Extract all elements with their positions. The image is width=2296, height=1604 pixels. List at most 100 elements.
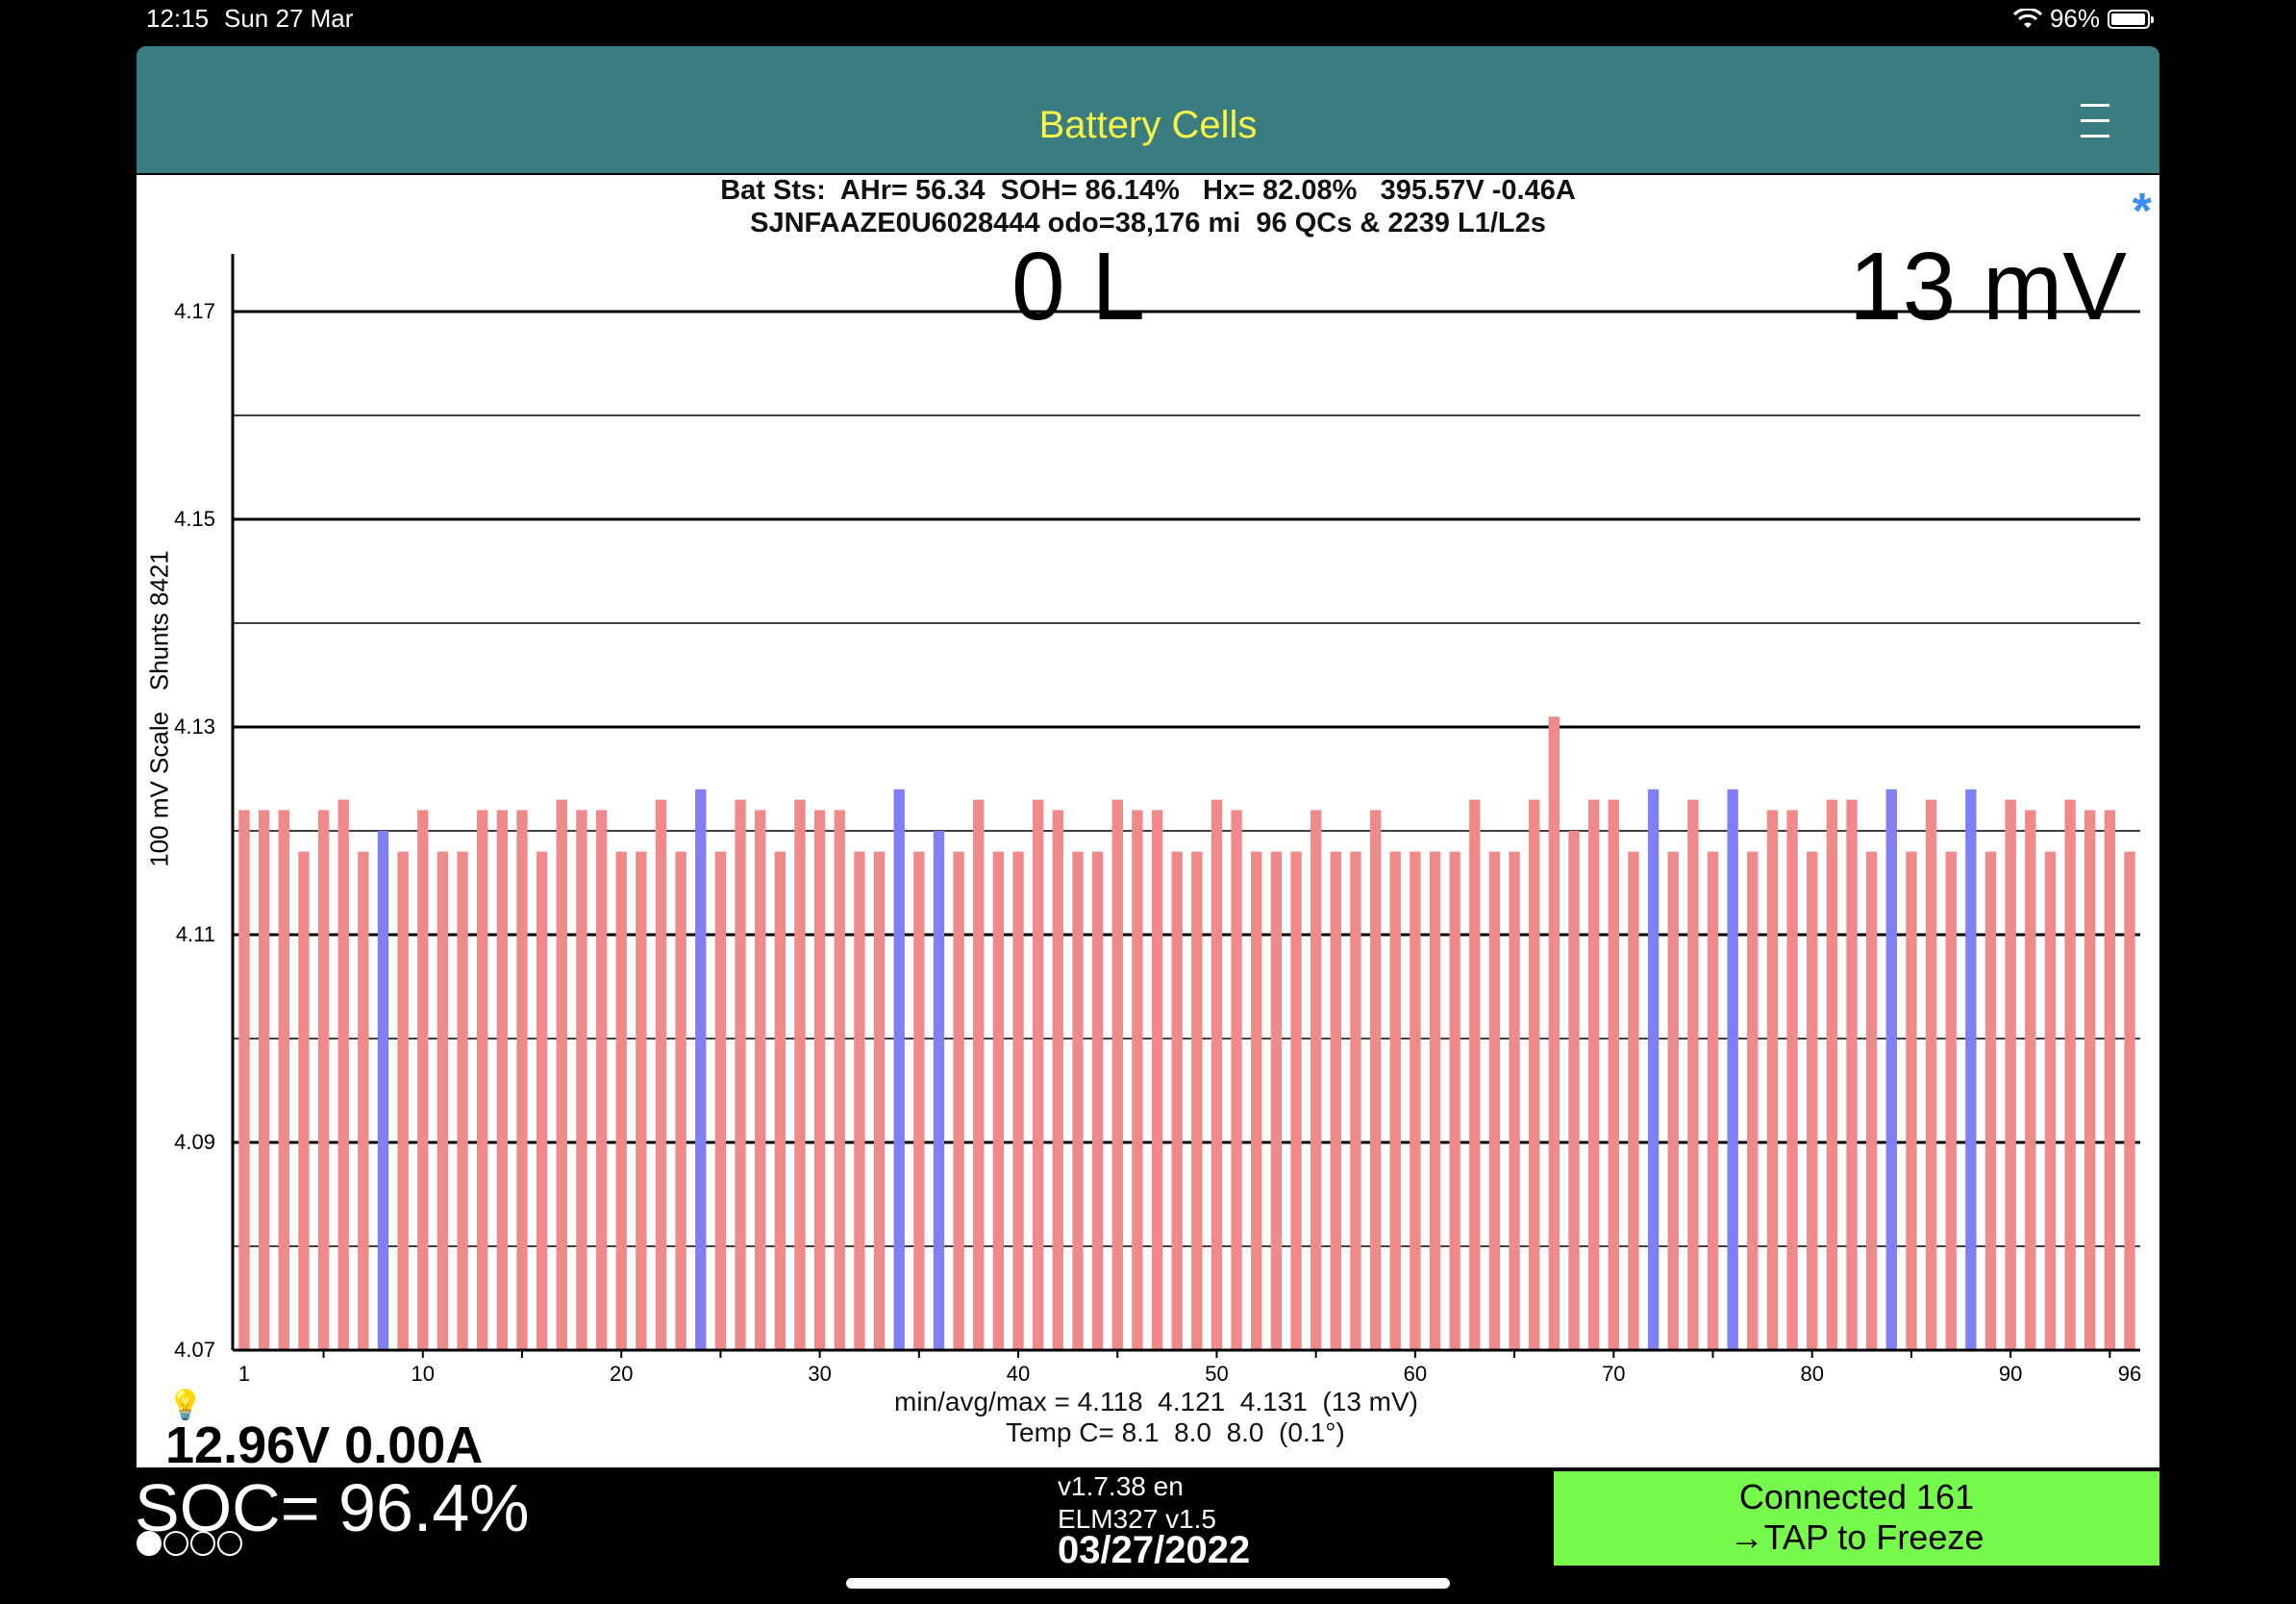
connection-freeze-button[interactable]: Connected 161 →TAP to Freeze	[1554, 1471, 2159, 1566]
vehicle-info-line: SJNFAAZE0U6028444 odo=38,176 mi 96 QCs &…	[750, 208, 1546, 238]
cell-bar	[615, 851, 627, 1350]
cell-bar	[1587, 799, 1600, 1350]
cell-bar	[1529, 799, 1540, 1350]
cell-bar	[1865, 851, 1878, 1350]
cell-bar	[735, 799, 746, 1350]
cell-bar-shunt	[1647, 789, 1660, 1350]
freeze-hint: →TAP to Freeze	[1729, 1517, 1984, 1557]
cell-bar	[1906, 851, 1917, 1350]
cell-bar	[1826, 799, 1838, 1350]
cell-bar	[1231, 810, 1242, 1350]
cell-bar	[1290, 851, 1302, 1350]
cell-bar	[1429, 851, 1441, 1350]
page-dot[interactable]	[190, 1531, 215, 1556]
cell-bar	[1747, 851, 1759, 1350]
cell-bar	[1807, 851, 1818, 1350]
cell-bar	[1072, 851, 1084, 1350]
overlay-mv-spread: 13 mV	[1848, 233, 2127, 340]
cell-bar-shunt	[377, 831, 389, 1350]
battery-percent: 96%	[2049, 4, 2100, 33]
status-right: 96%	[2012, 4, 2154, 34]
y-tick-label: 4.17	[174, 299, 215, 323]
cell-bar	[675, 851, 686, 1350]
lightbulb-icon[interactable]: 💡	[167, 1390, 204, 1421]
cell-bar	[496, 810, 509, 1350]
connection-status: Connected 161	[1738, 1477, 1975, 1516]
y-tick-label: 4.13	[174, 714, 215, 739]
cell-bar	[1151, 810, 1163, 1350]
x-tick-label: 10	[412, 1362, 435, 1386]
x-tick-label: 70	[1602, 1362, 1625, 1386]
cell-bar	[2005, 799, 2016, 1350]
cell-bar	[1210, 799, 1223, 1350]
cell-bar	[238, 810, 250, 1350]
page-dot[interactable]	[217, 1531, 242, 1556]
cell-bar	[813, 810, 826, 1350]
cell-bar	[1310, 810, 1322, 1350]
cell-bar	[1846, 799, 1858, 1350]
cell-bar	[1330, 851, 1341, 1350]
cell-bar	[755, 810, 766, 1350]
cell-bar	[1687, 799, 1699, 1350]
cell-bar	[1111, 799, 1123, 1350]
page-indicator[interactable]	[137, 1531, 242, 1556]
page-dot[interactable]	[137, 1531, 162, 1556]
cell-bar-shunt	[1727, 789, 1738, 1350]
x-tick-label: 80	[1800, 1362, 1823, 1386]
page-dot[interactable]	[163, 1531, 188, 1556]
status-date: Sun 27 Mar	[224, 4, 354, 33]
cell-bar	[1628, 851, 1639, 1350]
cell-voltage-chart: 4.17 4.15 4.13 4.11 4.09 4.07 1 10 20 30 40 50 60 70 8…	[174, 254, 2141, 1386]
cell-bar	[655, 799, 667, 1350]
x-tick-label: 30	[808, 1362, 831, 1386]
cell-bar	[1667, 851, 1679, 1350]
battery-status-line: Bat Sts: AHr= 56.34 SOH= 86.14% Hx= 82.0…	[720, 175, 1576, 206]
status-bar: 12:15 Sun 27 Mar 96%	[0, 0, 2296, 38]
app-version: v1.7.38 en	[1058, 1471, 1184, 1501]
cell-bar	[774, 851, 786, 1350]
cell-bar	[1132, 810, 1143, 1350]
cell-bar	[1449, 851, 1460, 1350]
cell-bar	[1410, 851, 1421, 1350]
cell-bar	[1012, 851, 1024, 1350]
battery-icon	[2108, 9, 2154, 29]
cell-bar	[992, 851, 1005, 1350]
cell-bar	[317, 810, 330, 1350]
cell-bar	[477, 810, 488, 1350]
hamburger-menu-icon[interactable]	[2081, 102, 2109, 140]
cell-bar	[1171, 851, 1183, 1350]
cell-bar	[358, 851, 369, 1350]
y-tick-label: 4.07	[174, 1338, 215, 1362]
cell-bar	[576, 810, 587, 1350]
status-time: 12:15	[146, 4, 210, 33]
cell-bar	[337, 799, 349, 1350]
cell-bar	[258, 810, 270, 1350]
cell-bar	[278, 810, 289, 1350]
x-tick-label: 60	[1404, 1362, 1427, 1386]
bluetooth-asterisk-icon[interactable]: *	[2132, 184, 2152, 239]
cell-bar	[636, 851, 647, 1350]
cell-bar	[2084, 810, 2096, 1350]
cell-bar-shunt	[893, 789, 905, 1350]
y-axis-label: 100 mV Scale Shunts 8421	[144, 550, 174, 867]
battery-fill	[2111, 13, 2145, 25]
cell-bar	[457, 851, 468, 1350]
cell-bar	[2064, 799, 2076, 1350]
cell-bar	[595, 810, 608, 1350]
x-tick-label: 90	[1999, 1362, 2022, 1386]
cell-bar	[1191, 851, 1203, 1350]
cell-bar	[1925, 799, 1937, 1350]
x-tick-label: 20	[610, 1362, 633, 1386]
cell-bar	[953, 851, 964, 1350]
cell-bar-shunt	[933, 831, 945, 1350]
cell-bar	[2124, 851, 2135, 1350]
home-indicator[interactable]	[846, 1578, 1450, 1589]
cell-bar-shunt	[695, 789, 707, 1350]
cell-bar	[1033, 799, 1044, 1350]
y-tick-label: 4.11	[176, 922, 215, 946]
cell-bar	[2104, 810, 2116, 1350]
session-date: 03/27/2022	[1058, 1529, 1251, 1571]
cell-bar	[873, 851, 886, 1350]
cell-bar	[854, 851, 865, 1350]
cell-bar	[516, 810, 528, 1350]
